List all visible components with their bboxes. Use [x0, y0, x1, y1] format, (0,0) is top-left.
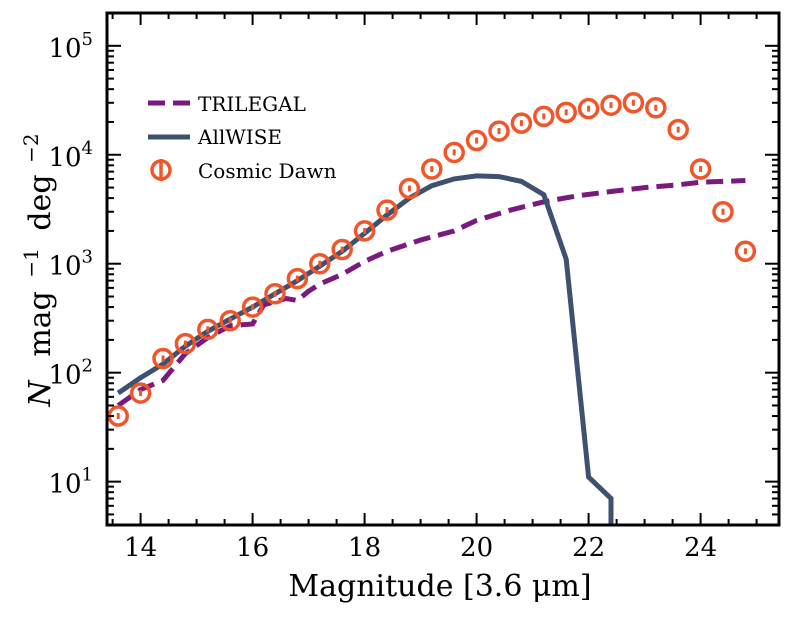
trilegal-line: [116, 178, 746, 408]
y-label-deg: deg: [23, 174, 58, 230]
cosmic-dawn-marker: [667, 118, 689, 141]
series-layer: [107, 92, 757, 525]
cosmic-dawn-marker: [577, 97, 600, 120]
cosmic-dawn-marker: [264, 283, 286, 305]
cosmic-dawn-marker: [533, 105, 555, 128]
cosmic-dawn-marker: [398, 177, 421, 200]
cosmic-dawn-marker: [465, 129, 488, 152]
cosmic-dawn-marker: [353, 220, 376, 242]
x-tick-label: 22: [572, 533, 605, 563]
cosmic-dawn-marker: [174, 332, 197, 355]
cosmic-dawn-marker: [309, 252, 331, 275]
x-tick-label: 24: [684, 533, 717, 563]
cosmic-dawn-marker: [712, 200, 734, 223]
cosmic-dawn-marker: [286, 267, 309, 290]
cosmic-dawn-marker: [129, 382, 152, 404]
y-label-deg-exp: −2: [19, 133, 43, 162]
x-tick-label: 14: [124, 533, 157, 563]
legend-label-allwise: AllWISE: [197, 125, 282, 149]
tick-layer: [107, 12, 779, 526]
legend: TRILEGAL AllWISE Cosmic Dawn: [148, 92, 337, 183]
x-tick-label: 16: [236, 533, 269, 563]
y-tick-label-base: 10: [48, 143, 81, 173]
cosmic-dawn-marker: [331, 238, 353, 261]
y-tick-label-exp: 1: [82, 465, 93, 486]
cosmic-dawn-marker: [689, 158, 712, 180]
x-tick-label: 18: [348, 533, 381, 563]
x-axis-label: Magnitude [3.6 μm]: [288, 569, 591, 604]
y-tick-label: 101: [48, 465, 93, 500]
legend-label-trilegal: TRILEGAL: [198, 92, 306, 116]
y-tick-label: 104: [48, 138, 93, 173]
cosmic-dawn-marker: [622, 92, 645, 114]
y-tick-label-base: 10: [48, 470, 81, 500]
y-tick-label-base: 10: [48, 361, 81, 391]
cosmic-dawn-marker: [645, 97, 667, 119]
y-tick-label: 103: [48, 247, 93, 282]
cosmic-dawn-marker: [241, 296, 264, 318]
legend-label-cosmic-dawn: Cosmic Dawn: [198, 159, 337, 183]
cosmic-dawn-marker: [600, 94, 622, 116]
y-label-var: N: [23, 379, 58, 408]
cosmic-dawn-marker: [555, 101, 577, 124]
cosmic-dawn-marker: [152, 347, 174, 370]
cosmic-dawn-marker: [376, 199, 398, 221]
y-tick-label-exp: 2: [82, 356, 93, 377]
y-axis-label: N mag −1 deg −2: [11, 133, 58, 407]
allwise-line: [116, 173, 614, 525]
y-tick-label-exp: 3: [82, 247, 93, 268]
y-tick-label-base: 10: [48, 252, 81, 282]
y-tick-label-exp: 5: [82, 29, 93, 50]
y-tick-label-base: 10: [48, 34, 81, 64]
cosmic-dawn-marker: [443, 141, 465, 164]
y-tick-label: 105: [48, 29, 93, 64]
plot-frame: [105, 11, 781, 527]
y-label-mag: mag: [23, 291, 58, 357]
cosmic-dawn-marker: [488, 120, 510, 142]
y-tick-label: 102: [48, 356, 93, 391]
cosmic-dawn-marker: [197, 318, 219, 341]
y-label-mag-exp: −1: [19, 248, 43, 277]
x-tick-label: 20: [460, 533, 493, 563]
y-tick-label-exp: 4: [82, 138, 93, 159]
cosmic-dawn-marker: [219, 309, 241, 332]
cosmic-dawn-marker: [510, 112, 533, 134]
cosmic-dawn-marker: [734, 240, 757, 263]
cosmic-dawn-marker: [421, 158, 443, 180]
